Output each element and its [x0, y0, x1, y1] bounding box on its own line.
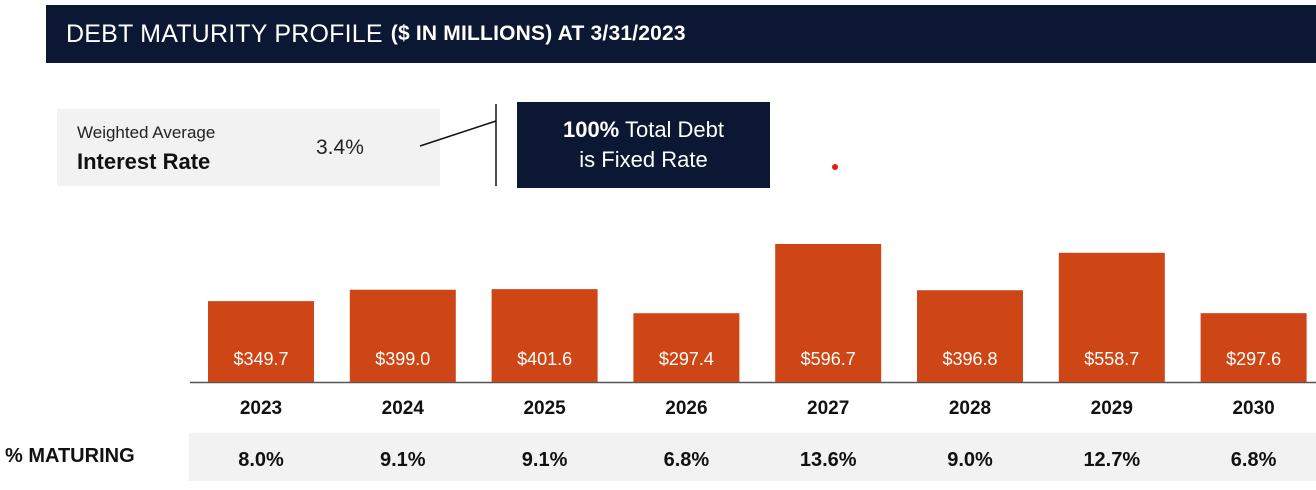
- red-dot-marker: [832, 164, 838, 170]
- percent-maturing-2023: 8.0%: [238, 449, 284, 471]
- percent-maturing-2025: 9.1%: [522, 449, 568, 471]
- percent-maturing-2024: 9.1%: [380, 449, 426, 471]
- percent-maturing-2027: 13.6%: [800, 449, 857, 471]
- bar-2026: [633, 313, 740, 382]
- x-tick-label-2023: 2023: [240, 398, 282, 419]
- x-tick-label-2024: 2024: [382, 398, 425, 419]
- bar-value-label-2024: $399.0: [375, 349, 430, 369]
- page-title: DEBT MATURITY PROFILE: [66, 19, 383, 48]
- maturing-band: [189, 433, 1316, 481]
- page-subtitle: ($ IN MILLIONS) AT 3/31/2023: [390, 22, 686, 45]
- title-bar: DEBT MATURITY PROFILE ($ IN MILLIONS) AT…: [46, 5, 1316, 63]
- bar-2024: [349, 289, 456, 382]
- x-tick-label-2029: 2029: [1091, 398, 1133, 419]
- interest-rate-value: 3.4%: [316, 136, 364, 159]
- bar-2030: [1200, 313, 1307, 382]
- bar-value-label-2025: $401.6: [517, 349, 572, 369]
- percent-maturing-2026: 6.8%: [664, 449, 710, 471]
- x-tick-label-2027: 2027: [807, 398, 849, 419]
- fixed-rate-box: 100% Total Debt is Fixed Rate: [517, 102, 770, 188]
- x-tick-label-2025: 2025: [523, 398, 566, 419]
- x-tick-label-2026: 2026: [665, 398, 707, 419]
- fixed-rate-percent: 100%: [562, 117, 620, 142]
- percent-maturing-2028: 9.0%: [947, 449, 993, 471]
- x-tick-label-2030: 2030: [1232, 398, 1274, 419]
- fixed-rate-line2: is Fixed Rate: [579, 147, 708, 172]
- bar-2029: [1058, 252, 1165, 382]
- x-tick-label-2028: 2028: [949, 398, 991, 419]
- bar-value-label-2026: $297.4: [659, 349, 714, 369]
- interest-rate-box: Weighted Average Interest Rate 3.4%: [57, 109, 440, 186]
- bar-value-label-2030: $297.6: [1226, 349, 1281, 369]
- fixed-rate-line1: 100% Total Debt: [563, 115, 724, 145]
- bar-2023: [208, 301, 314, 382]
- connector-diagonal-line: [419, 120, 497, 147]
- bar-value-label-2028: $396.8: [942, 349, 997, 369]
- bar-2027: [775, 244, 882, 382]
- percent-maturing-2029: 12.7%: [1083, 449, 1140, 471]
- maturing-label: % MATURING: [5, 445, 135, 467]
- percent-maturing-2030: 6.8%: [1231, 449, 1277, 471]
- bar-value-label-2027: $596.7: [801, 349, 856, 369]
- bar-2025: [491, 289, 598, 382]
- fixed-rate-line1-text: Total Debt: [619, 117, 725, 142]
- interest-rate-label-small: Weighted Average: [77, 123, 216, 142]
- interest-rate-label: Interest Rate: [77, 149, 211, 174]
- bar-value-label-2023: $349.7: [233, 349, 288, 369]
- bar-value-label-2029: $558.7: [1084, 349, 1139, 369]
- bar-2028: [917, 290, 1023, 382]
